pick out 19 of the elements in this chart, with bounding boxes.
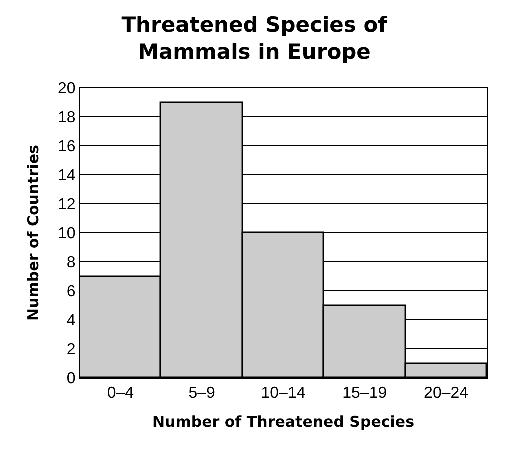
y-tick-label: 14: [58, 168, 76, 185]
y-tick-label: 4: [66, 312, 76, 330]
x-tick-label: 0–4: [107, 385, 134, 402]
x-tick-label: 20–24: [424, 385, 469, 402]
x-tick-label: 10–14: [261, 385, 306, 402]
y-tick-label: 0: [66, 370, 76, 388]
y-tick-label: 16: [58, 138, 76, 156]
x-tick-label: 5–9: [188, 385, 216, 402]
y-tick-label: 6: [66, 284, 76, 301]
x-tick-label: 15–19: [342, 385, 388, 402]
y-tick-label: 8: [66, 254, 76, 272]
y-tick-label: 12: [58, 196, 76, 214]
y-axis-title: Number of Countries: [24, 144, 42, 321]
x-axis-title: Number of Threatened Species: [152, 413, 415, 432]
y-tick-label: 20: [58, 80, 76, 98]
y-tick-label: 10: [58, 226, 76, 243]
chart-title: Threatened Species of Mammals in Europe: [122, 12, 388, 64]
y-tick-label: 2: [66, 342, 76, 359]
y-tick-label: 18: [58, 110, 76, 127]
